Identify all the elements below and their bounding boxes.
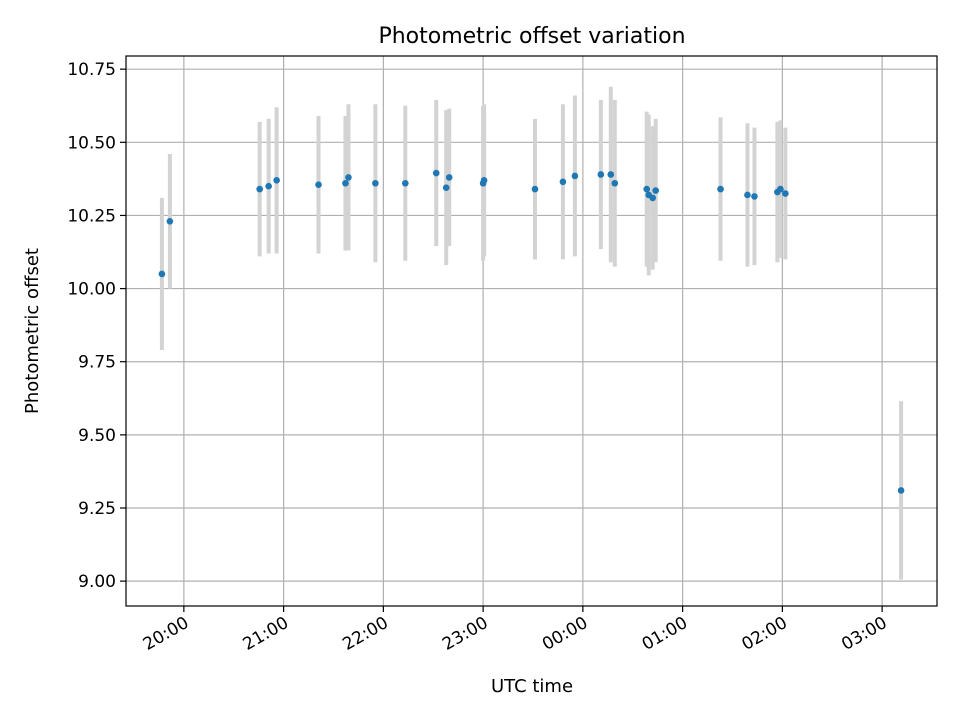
y-tick-label: 9.25 xyxy=(78,499,116,519)
data-point xyxy=(597,171,605,178)
data-point xyxy=(571,172,579,180)
data-point xyxy=(166,217,174,225)
data-point xyxy=(751,193,758,200)
data-point xyxy=(652,187,659,194)
x-axis-label: UTC time xyxy=(491,676,573,697)
data-point xyxy=(402,179,409,187)
data-point xyxy=(273,177,280,184)
data-point xyxy=(717,185,724,193)
data-point xyxy=(480,177,488,184)
data-point xyxy=(559,178,567,186)
data-point xyxy=(432,169,440,177)
y-tick-label: 9.50 xyxy=(78,426,116,446)
data-point xyxy=(782,190,789,197)
data-point xyxy=(345,174,352,181)
x-tick-label: 22:00 xyxy=(339,613,391,655)
data-point xyxy=(531,185,539,193)
data-point xyxy=(744,191,751,199)
y-tick-label: 10.25 xyxy=(67,206,116,226)
data-point xyxy=(158,270,166,278)
y-tick-label: 9.00 xyxy=(78,572,116,592)
data-point xyxy=(643,185,651,193)
x-tick-label: 02:00 xyxy=(738,613,790,655)
x-tick-label: 03:00 xyxy=(838,613,890,655)
plot-frame xyxy=(125,55,938,607)
data-point xyxy=(342,179,349,187)
data-point xyxy=(611,179,619,187)
data-point xyxy=(265,182,272,190)
data-point xyxy=(256,185,263,193)
x-tick-label: 20:00 xyxy=(140,613,192,655)
grid-lines xyxy=(126,56,937,606)
x-tick-label: 00:00 xyxy=(539,613,591,655)
chart-title: Photometric offset variation xyxy=(378,24,685,49)
data-point xyxy=(649,194,657,202)
data-points xyxy=(158,169,905,494)
data-point xyxy=(897,487,905,494)
y-tick-label: 10.75 xyxy=(67,60,116,80)
data-point xyxy=(445,174,453,181)
x-tick-label: 01:00 xyxy=(639,613,691,655)
y-axis-ticks: 9.00 9.25 9.50 9.75 10.00 10.25 10.50 10.75 xyxy=(67,60,126,592)
data-point xyxy=(315,181,322,189)
x-tick-label: 21:00 xyxy=(240,613,292,655)
x-axis-ticks: 20:00 21:00 22:00 23:00 00:00 01:00 02:00 03:00 xyxy=(140,606,891,655)
y-tick-label: 10.00 xyxy=(67,280,116,300)
y-tick-label: 10.50 xyxy=(67,133,116,153)
data-point xyxy=(442,184,450,191)
y-axis-label: Photometric offset xyxy=(22,248,43,414)
data-point xyxy=(372,179,379,187)
y-tick-label: 9.75 xyxy=(78,353,116,373)
x-tick-label: 23:00 xyxy=(439,613,491,655)
error-bars xyxy=(159,86,904,580)
data-point xyxy=(777,185,784,193)
data-point xyxy=(607,171,615,178)
